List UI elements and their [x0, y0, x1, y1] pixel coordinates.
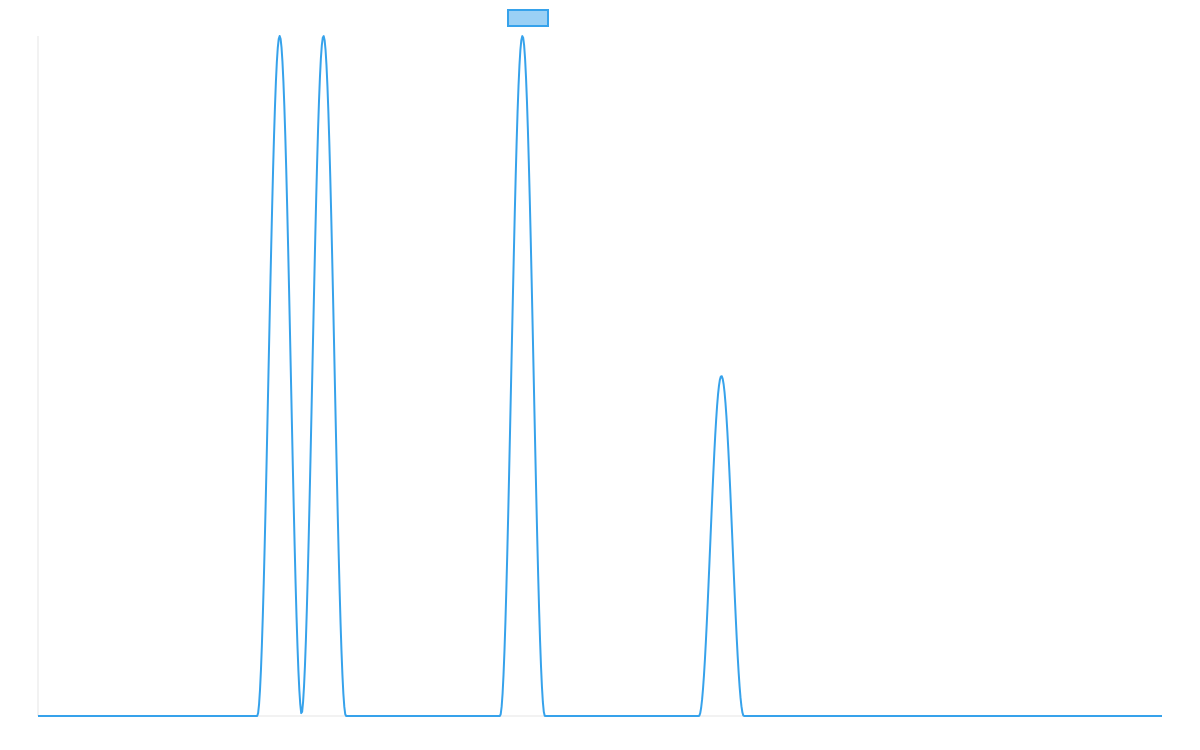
series-line [37, 35, 1163, 717]
legend-swatch[interactable] [507, 9, 549, 27]
